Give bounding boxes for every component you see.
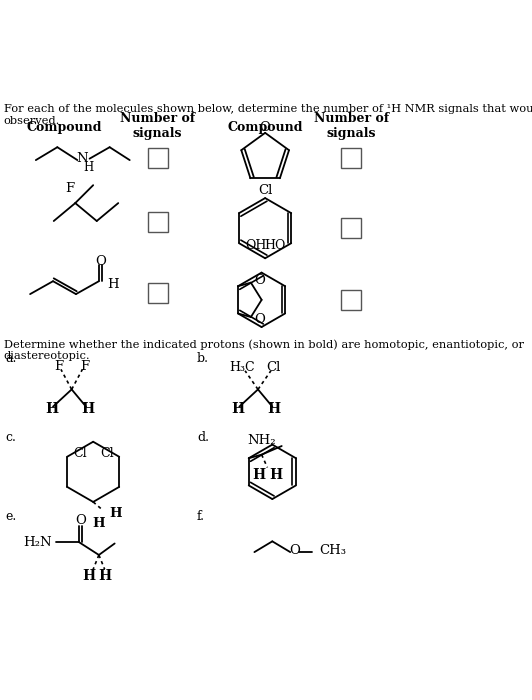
- Text: H: H: [83, 161, 93, 174]
- Text: O: O: [254, 313, 265, 326]
- Text: Cl: Cl: [258, 184, 272, 197]
- Text: H: H: [82, 570, 95, 584]
- Text: OH: OH: [245, 239, 266, 252]
- Text: H: H: [252, 468, 265, 482]
- Text: O: O: [95, 255, 106, 267]
- Text: a.: a.: [6, 352, 17, 365]
- Text: b.: b.: [197, 352, 209, 365]
- Bar: [147, 283, 168, 302]
- Text: H₃C: H₃C: [229, 361, 255, 374]
- Text: N: N: [77, 152, 88, 165]
- Text: H: H: [267, 402, 280, 416]
- Text: HO: HO: [264, 239, 286, 252]
- Text: O: O: [260, 120, 271, 134]
- Text: O: O: [289, 544, 300, 557]
- Text: For each of the molecules shown below, determine the number of ¹H NMR signals th: For each of the molecules shown below, d…: [4, 104, 532, 126]
- Text: Cl: Cl: [100, 447, 113, 460]
- Text: Compound: Compound: [227, 121, 303, 134]
- Text: Compound: Compound: [27, 121, 102, 134]
- Text: H₂N: H₂N: [23, 536, 52, 549]
- Text: O: O: [254, 274, 265, 287]
- Text: H: H: [269, 468, 282, 482]
- Text: e.: e.: [6, 510, 17, 523]
- Text: F: F: [54, 360, 63, 373]
- Bar: [147, 212, 168, 232]
- Bar: [147, 148, 168, 168]
- Text: O: O: [75, 514, 86, 527]
- Text: H: H: [45, 402, 58, 416]
- Text: H: H: [81, 402, 94, 416]
- Text: c.: c.: [6, 431, 16, 444]
- Text: H: H: [109, 507, 121, 520]
- Text: d.: d.: [197, 431, 209, 444]
- Text: Determine whether the indicated protons (shown in bold) are homotopic, enantioto: Determine whether the indicated protons …: [4, 340, 523, 361]
- Bar: [341, 218, 361, 238]
- Text: H: H: [98, 570, 111, 584]
- Text: F: F: [65, 182, 74, 195]
- Text: Cl: Cl: [267, 361, 281, 374]
- Text: CH₃: CH₃: [319, 544, 346, 557]
- Text: Number of
signals: Number of signals: [120, 112, 195, 140]
- Text: Cl: Cl: [73, 447, 87, 460]
- Text: f.: f.: [197, 510, 205, 523]
- Text: H: H: [107, 278, 119, 290]
- Text: F: F: [80, 360, 89, 373]
- Text: H: H: [231, 402, 245, 416]
- Bar: [341, 148, 361, 168]
- Text: NH₂: NH₂: [247, 434, 276, 447]
- Text: H: H: [93, 517, 105, 530]
- Text: Number of
signals: Number of signals: [313, 112, 389, 140]
- Bar: [341, 290, 361, 310]
